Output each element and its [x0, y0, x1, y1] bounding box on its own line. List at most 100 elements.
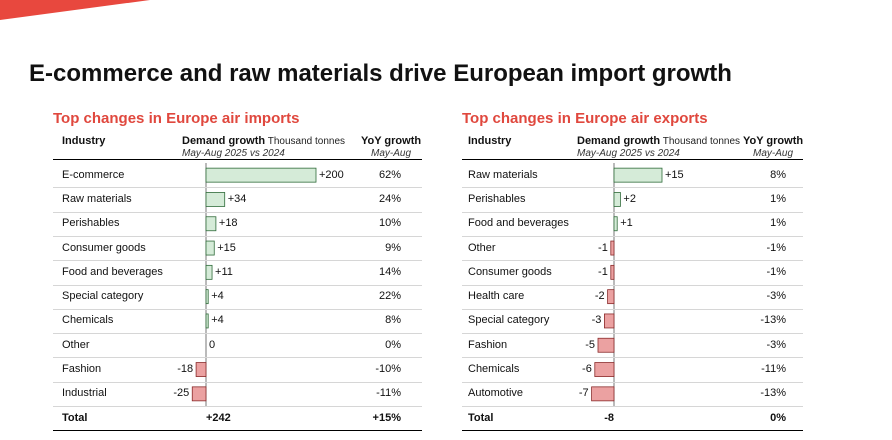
industry-label: Other [62, 338, 90, 351]
yoy-value: 8% [770, 168, 786, 181]
demand-bar [205, 313, 209, 329]
total-yoy: +15% [372, 412, 401, 424]
industry-label: Raw materials [62, 192, 132, 205]
yoy-value: -11% [761, 363, 786, 376]
total-yoy: 0% [770, 412, 786, 424]
demand-header-label: Demand growth [182, 135, 266, 147]
demand-bar [613, 216, 618, 232]
demand-value-label: +15 [217, 241, 236, 254]
row-divider [462, 187, 803, 189]
demand-value-label: -6 [582, 363, 592, 376]
demand-bar [205, 264, 213, 280]
industry-label: Perishables [62, 217, 120, 230]
yoy-value: -11% [376, 387, 401, 400]
yoy-value: 24% [378, 192, 401, 205]
demand-bar [613, 192, 621, 207]
yoy-value: 0% [385, 338, 401, 351]
industry-label: Special category [62, 290, 144, 303]
demand-value-label: +4 [211, 290, 224, 303]
header-rule [462, 159, 803, 160]
demand-bar [604, 313, 615, 329]
demand-bar [195, 362, 207, 377]
demand-value-label: +11 [215, 265, 233, 278]
demand-value-label: -3 [591, 314, 602, 327]
bottom-rule [53, 430, 422, 431]
demand-value-label: +200 [319, 168, 344, 181]
yoy-value: 22% [378, 290, 401, 303]
yoy-period-label: May-Aug [753, 148, 794, 159]
yoy-value: 10% [378, 217, 401, 230]
yoy-value: -3% [766, 290, 786, 303]
industry-label: E-commerce [62, 168, 125, 181]
row-divider [53, 308, 422, 310]
industry-label: Food and beverages [62, 265, 163, 278]
yoy-value: 8% [385, 314, 401, 327]
row-divider [53, 211, 422, 213]
demand-bar [610, 264, 615, 280]
row-divider [462, 284, 803, 286]
row-divider [462, 333, 803, 335]
industry-label: Health care [468, 290, 525, 303]
row-divider [53, 406, 422, 407]
yoy-header-label: YoY growth [743, 135, 804, 147]
demand-value-label: -7 [578, 387, 589, 400]
yoy-value: 1% [770, 217, 786, 230]
row-divider [53, 187, 422, 189]
header-rule [53, 159, 422, 160]
industry-label: Food and beverages [468, 217, 569, 230]
yoy-period-label: May-Aug [371, 148, 412, 159]
yoy-value: 9% [385, 241, 401, 254]
demand-value-label: +34 [227, 192, 247, 205]
industry-label: Fashion [62, 363, 102, 376]
demand-bar [613, 167, 663, 183]
demand-bar [205, 216, 217, 232]
total-demand: -8 [604, 412, 614, 424]
panel-title: Top changes in Europe air imports [53, 110, 300, 127]
row-divider [53, 284, 422, 286]
total-label: Total [468, 412, 494, 424]
demand-value-label: +15 [665, 168, 684, 181]
row-divider [53, 260, 422, 262]
row-divider [462, 308, 803, 310]
demand-column-header: Demand growth Thousand tonnes May-Aug 202… [577, 135, 740, 159]
row-divider [462, 211, 803, 213]
yoy-value: -13% [760, 387, 786, 400]
yoy-column-header: YoY growth May-Aug [361, 135, 421, 159]
demand-unit-label: Thousand tonnes [265, 136, 346, 147]
brand-accent-stripe [0, 0, 150, 20]
demand-value-label: +4 [211, 314, 224, 327]
yoy-header-label: YoY growth [361, 135, 422, 147]
industry-column-header: Industry [468, 135, 512, 147]
industry-label: Industrial [62, 387, 107, 400]
row-divider [462, 260, 803, 262]
demand-header-label: Demand growth [577, 135, 661, 147]
demand-value-label: -5 [585, 338, 595, 351]
demand-bar [205, 192, 226, 207]
row-divider [462, 381, 803, 383]
row-divider [53, 357, 422, 359]
demand-bar [205, 240, 215, 256]
demand-value-label: -2 [594, 290, 605, 303]
yoy-value: -10% [375, 363, 401, 376]
industry-label: Consumer goods [468, 265, 552, 278]
demand-value-label: +18 [218, 217, 238, 230]
demand-bar [607, 289, 615, 305]
demand-unit-label: Thousand tonnes [660, 136, 741, 147]
demand-value-label: -1 [598, 241, 608, 254]
yoy-value: 62% [378, 168, 401, 181]
demand-value-label: +2 [623, 192, 636, 205]
row-divider [53, 381, 422, 383]
demand-period-label: May-Aug 2025 vs 2024 [182, 148, 285, 159]
yoy-value: -3% [766, 338, 786, 351]
industry-label: Other [468, 241, 496, 254]
demand-bar [205, 289, 209, 305]
demand-bar [591, 386, 615, 402]
row-divider [462, 235, 803, 237]
demand-value-label: -1 [598, 265, 608, 278]
page-title: E-commerce and raw materials drive Europ… [29, 60, 732, 87]
industry-label: Fashion [468, 338, 508, 351]
row-divider [53, 235, 422, 237]
total-label: Total [62, 412, 88, 424]
industry-label: Chemicals [468, 363, 520, 376]
industry-label: Raw materials [468, 168, 538, 181]
